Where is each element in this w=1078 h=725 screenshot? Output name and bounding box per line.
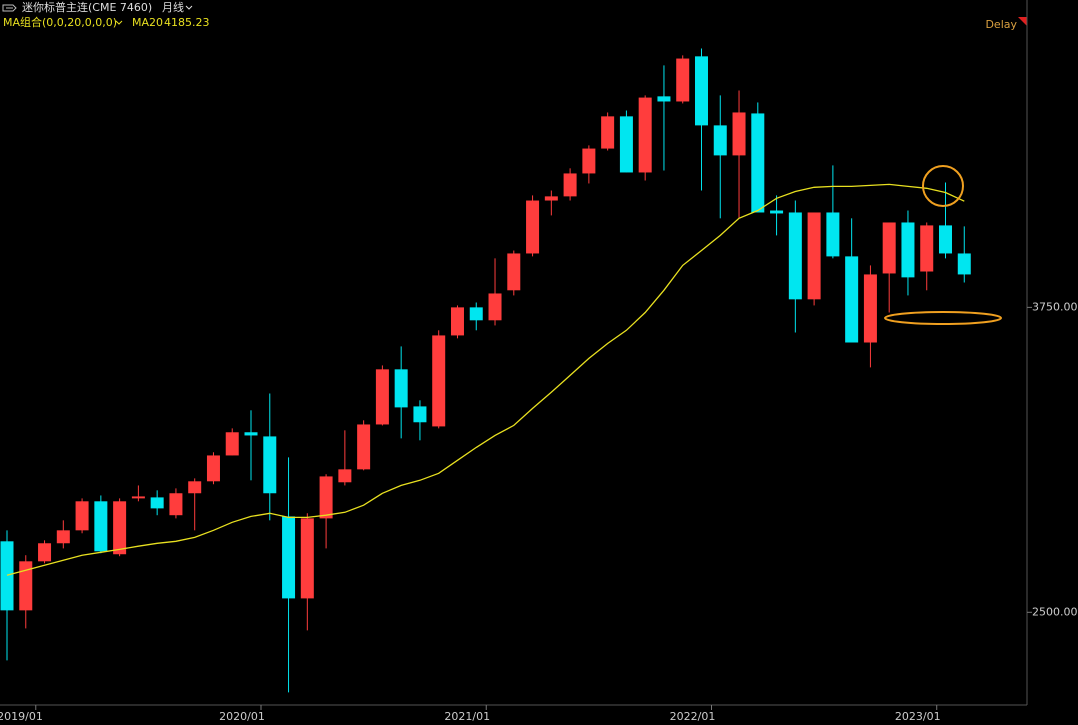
candle-body <box>113 501 127 555</box>
candle-body <box>225 432 239 456</box>
candle-body <box>338 469 352 483</box>
candle-body <box>469 307 483 321</box>
candle-body <box>94 501 108 552</box>
candle-body <box>920 225 934 272</box>
candle-body <box>413 406 427 423</box>
candle-body <box>713 125 727 156</box>
candle-body <box>788 212 802 300</box>
candle-body <box>0 541 14 611</box>
candle-body <box>244 432 258 436</box>
candle-body <box>488 293 502 321</box>
candle-body <box>694 56 708 126</box>
candle-body <box>188 481 202 494</box>
candle-body <box>150 497 164 509</box>
candle-body <box>957 253 971 275</box>
highlight-ellipse <box>884 311 1002 325</box>
candle-body <box>563 173 577 197</box>
candle-body <box>939 225 952 254</box>
x-tick-label: 2019/01 <box>0 710 43 723</box>
candle-body <box>882 222 896 274</box>
candle-body <box>375 369 389 425</box>
candle-body <box>676 58 690 102</box>
back-icon[interactable] <box>2 4 17 12</box>
candle-body <box>357 424 371 470</box>
candle-body <box>263 436 277 494</box>
candle-body <box>56 530 70 544</box>
candle-body <box>901 222 915 278</box>
candle-body <box>601 116 615 149</box>
x-tick-label: 2021/01 <box>444 710 490 723</box>
candle-body <box>38 543 52 562</box>
highlight-circle <box>922 165 964 207</box>
candle-body <box>638 97 652 173</box>
candle-body <box>319 476 333 519</box>
plot-area: 2500.00 3750.00 2019/01 2020/01 2021/01 2022/… <box>0 48 1078 723</box>
candle-body <box>432 335 446 427</box>
y-tick-label: 2500.00 <box>1032 605 1078 618</box>
legend-value: 4185.23 <box>164 16 210 29</box>
candle-body <box>131 496 145 499</box>
candle-body <box>169 493 183 516</box>
candle-body <box>619 116 633 173</box>
candle-body <box>751 113 765 213</box>
ma-line <box>6 183 965 576</box>
candle-body <box>394 369 408 408</box>
candle-body <box>526 200 540 254</box>
y-tick-label: 3750.00 <box>1032 300 1078 313</box>
corner-flag <box>1018 17 1027 26</box>
candle-body <box>807 212 821 300</box>
candle-body <box>732 112 746 156</box>
dropdown-chevron[interactable] <box>115 20 123 25</box>
candle-body <box>845 256 859 343</box>
candle-body <box>450 307 464 336</box>
period-selector[interactable]: 月线 <box>162 0 184 14</box>
x-tick-label: 2022/01 <box>670 710 716 723</box>
candle-body <box>75 501 89 531</box>
candle-body <box>19 561 33 611</box>
candle-body <box>282 516 296 599</box>
x-tick-label: 2023/01 <box>895 710 941 723</box>
candle-body <box>206 455 220 482</box>
dropdown-chevron[interactable] <box>185 5 193 10</box>
indicator-selector[interactable]: MA组合(0,0,20,0,0,0) <box>3 15 117 29</box>
delay-status: Delay <box>985 18 1017 31</box>
chart-title: 迷你标普主连(CME 7460) <box>22 0 152 14</box>
candle-body <box>770 210 784 214</box>
candle-body <box>544 196 558 201</box>
candle-body <box>826 212 840 257</box>
x-tick-label: 2020/01 <box>219 710 265 723</box>
candle-body <box>582 148 596 174</box>
legend-name: MA20 <box>132 16 163 29</box>
candle-body <box>863 274 877 343</box>
candle-body <box>507 253 521 291</box>
candle-body <box>657 96 671 102</box>
candle-body <box>300 518 314 599</box>
